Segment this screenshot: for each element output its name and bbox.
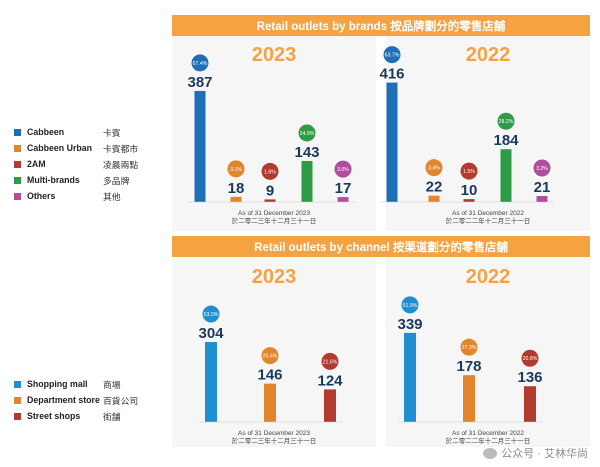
chart-title-brands-2022: 2022	[465, 44, 511, 66]
legend-swatch	[14, 192, 21, 200]
bar	[524, 386, 536, 422]
legend-swatch	[14, 412, 21, 420]
bar	[264, 383, 276, 422]
bar	[500, 149, 512, 202]
chart-title-channel-2023: 2023	[251, 266, 297, 288]
legend-swatch	[14, 160, 21, 168]
data-label: 136	[517, 369, 542, 386]
percent-label: 25.4%	[263, 354, 278, 360]
chart-title-channel-2022: 2022	[465, 266, 511, 288]
percent-label: 1.5%	[463, 169, 475, 175]
channel-legend: Shopping mall 商場 Department store 百貨公司 Str…	[14, 376, 138, 424]
percent-bubble	[321, 352, 339, 370]
legend-item-shopping-mall: Shopping mall 商場	[14, 376, 138, 392]
percent-bubble	[497, 112, 515, 130]
data-label: 17	[335, 180, 352, 197]
brands-banner: Retail outlets by brands 按品牌劃分的零售店舗	[172, 15, 590, 36]
chart-title-brands-2023: 2023	[251, 44, 297, 66]
bar	[463, 375, 475, 422]
percent-bubble	[383, 46, 401, 64]
percent-bubble	[460, 162, 478, 180]
percent-bubble	[521, 349, 539, 367]
note-brands-2022: As of 31 December 2022 於二零二二年十二月三十一日	[445, 210, 531, 225]
legend-item-multi-brands: Multi-brands 多品牌	[14, 172, 138, 188]
percent-label: 3.1%	[230, 167, 242, 173]
percent-bubble	[261, 162, 279, 180]
data-label: 9	[266, 182, 274, 199]
percent-bubble	[191, 54, 209, 72]
bar	[205, 342, 217, 422]
legend-swatch	[14, 128, 21, 136]
data-label: 178	[456, 358, 481, 375]
data-label: 21	[534, 179, 551, 196]
percent-bubble	[202, 305, 220, 323]
note-brands-2023: As of 31 December 2023 於二零二三年十二月三十一日	[231, 210, 317, 225]
bar	[194, 90, 206, 202]
percent-label: 63.7%	[385, 53, 400, 59]
data-label: 143	[294, 144, 319, 161]
percent-bubble	[401, 296, 419, 314]
bar	[463, 199, 475, 202]
legend-swatch	[14, 380, 21, 388]
percent-bubble	[533, 159, 551, 177]
legend-item-cabbeen: Cabbeen 卡賓	[14, 124, 138, 140]
data-label: 22	[426, 179, 443, 196]
watermark: 公众号 · 艾林华尚	[483, 445, 588, 461]
percent-label: 67.4%	[193, 61, 208, 67]
percent-label: 51.9%	[403, 303, 418, 309]
bar	[404, 332, 416, 422]
percent-bubble	[334, 160, 352, 178]
panel-brands-2022	[386, 36, 590, 231]
percent-label: 21.6%	[323, 359, 338, 365]
percent-label: 20.8%	[523, 356, 538, 362]
data-label: 184	[493, 132, 519, 149]
bar	[536, 195, 548, 202]
data-label: 146	[257, 367, 282, 384]
legend-item-street-shops: Street shops 街舗	[14, 408, 138, 424]
wechat-icon	[483, 447, 498, 459]
percent-label: 28.2%	[499, 119, 514, 125]
percent-bubble	[460, 338, 478, 356]
data-label: 387	[187, 74, 212, 91]
data-label: 18	[228, 180, 245, 197]
bar	[301, 160, 313, 202]
percent-bubble	[298, 124, 316, 142]
percent-label: 24.9%	[300, 131, 315, 137]
legend-item-2am: 2AM 凌晨兩點	[14, 156, 138, 172]
legend-swatch	[14, 396, 21, 404]
legend-item-cabbeen-urban: Cabbeen Urban 卡賓都市	[14, 140, 138, 156]
legend-swatch	[14, 144, 21, 152]
panel-channel-2022	[386, 257, 590, 447]
channel-banner: Retail outlets by channel 按渠道劃分的零售店舗	[172, 236, 590, 257]
note-channel-2022: As of 31 December 2022 於二零二二年十二月三十一日	[445, 430, 531, 445]
bar	[264, 199, 276, 202]
brands-legend: Cabbeen 卡賓 Cabbeen Urban 卡賓都市 2AM 凌晨兩點 Mult…	[14, 124, 138, 204]
legend-swatch	[14, 176, 21, 184]
legend-item-department-store: Department store 百貨公司	[14, 392, 138, 408]
percent-bubble	[261, 347, 279, 365]
percent-bubble	[425, 159, 443, 177]
note-channel-2023: As of 31 December 2023 於二零二三年十二月三十一日	[231, 430, 317, 445]
data-label: 10	[461, 182, 478, 199]
percent-label: 53.0%	[204, 312, 219, 318]
percent-label: 3.2%	[536, 166, 548, 172]
bar	[386, 82, 398, 202]
percent-label: 27.3%	[462, 345, 477, 351]
percent-label: 3.0%	[337, 167, 349, 173]
data-label: 304	[198, 325, 224, 342]
legend-item-others: Others 其他	[14, 188, 138, 204]
bar	[230, 196, 242, 202]
bar	[337, 197, 349, 202]
percent-label: 1.6%	[264, 169, 276, 175]
data-label: 339	[397, 316, 422, 333]
bar	[428, 195, 440, 202]
data-label: 124	[317, 372, 343, 389]
percent-bubble	[227, 160, 245, 178]
bar	[324, 389, 336, 422]
percent-label: 3.4%	[428, 166, 440, 172]
data-label: 416	[379, 66, 404, 83]
